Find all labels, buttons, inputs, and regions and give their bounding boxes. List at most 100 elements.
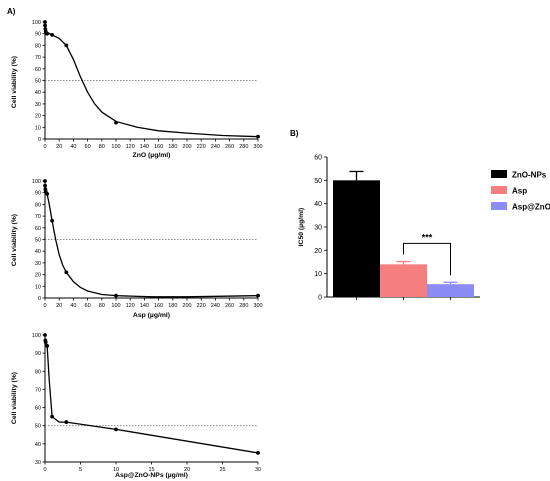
data-point	[256, 293, 260, 298]
x-tick-label: 280	[239, 144, 248, 150]
data-point	[114, 427, 118, 432]
y-tick-label: 40	[35, 442, 41, 448]
x-tick-label: 0	[43, 144, 46, 150]
y-tick-label: 60	[35, 226, 41, 232]
y-tick-label: 30	[35, 102, 41, 108]
x-tick-label: 160	[154, 303, 163, 309]
y-tick-label: 90	[35, 191, 41, 197]
x-axis-label: ZnO (µg/ml)	[133, 152, 171, 159]
y-tick-label: 90	[35, 351, 41, 357]
x-tick-label: 220	[197, 303, 206, 309]
y-axis-label: Cell viability (%)	[11, 56, 18, 108]
x-tick-label: 140	[140, 144, 149, 150]
y-axis-label: Cell viability (%)	[11, 372, 18, 424]
data-point	[114, 293, 118, 298]
x-tick-label: 220	[197, 144, 206, 150]
data-point	[43, 183, 47, 188]
data-point	[64, 420, 69, 424]
x-tick-label: 280	[239, 303, 248, 309]
x-tick-label: 15	[148, 467, 154, 473]
data-point	[43, 20, 47, 24]
x-tick-label: 80	[99, 144, 105, 150]
asp-viability-chart: 0 10 20 30 40 50 60 70 80 90 100 0 20 40 60 80 100 120 140…	[11, 179, 263, 319]
x-tick-label: 100	[111, 303, 120, 309]
x-axis-label: Asp (µg/ml)	[133, 312, 170, 319]
bar-1	[380, 264, 427, 297]
data-point	[45, 191, 50, 196]
data-point	[45, 31, 50, 36]
zno-viability-chart: 0 10 20 30 40 50 60 70 80 90 100 0 20 40 60 80 100 120 140…	[11, 20, 263, 159]
x-tick-label: 20	[56, 303, 62, 309]
x-tick-label: 10	[113, 467, 119, 473]
bar-2	[427, 284, 474, 297]
y-tick-label: 20	[35, 114, 41, 120]
significance-label: ***	[422, 232, 433, 242]
data-point	[256, 134, 260, 139]
y-axis-label: Cell viability (%)	[11, 214, 18, 266]
y-tick-label: 50	[35, 424, 41, 430]
y-tick-label: 0	[38, 296, 41, 302]
fit-curve	[44, 186, 259, 298]
legend-swatch-2	[491, 202, 507, 210]
x-tick-label: 30	[255, 467, 261, 473]
y-tick-label: 80	[35, 43, 41, 49]
significance-bracket	[403, 242, 451, 276]
x-tick-label: 300	[253, 303, 262, 309]
fit-curve	[44, 340, 259, 454]
asp-zno-np-viability-chart: 30 40 50 60 70 80 90 100 0 5 10 15 20 25 30 Asp@ZnO-NPs…	[11, 333, 261, 479]
x-tick-label: 100	[111, 144, 120, 150]
y-tick-label: 10	[35, 125, 41, 131]
x-tick-label: 40	[70, 144, 76, 150]
x-tick-label: 240	[211, 303, 220, 309]
y-tick-label: 50	[35, 79, 41, 85]
data-point	[50, 218, 54, 223]
x-tick-label: 5	[79, 467, 82, 473]
x-tick-label: 300	[253, 144, 262, 150]
y-tick-label: 40	[35, 90, 41, 96]
y-tick-label: 60	[35, 67, 41, 73]
data-point	[64, 270, 69, 275]
panel-b-label: B)	[290, 129, 299, 138]
data-point	[64, 43, 69, 48]
data-point	[43, 333, 47, 337]
fit-curve	[44, 30, 259, 138]
y-tick-label: 40	[314, 201, 322, 208]
y-tick-label: 80	[35, 369, 41, 375]
legend-label-1: Asp	[512, 187, 527, 196]
data-point	[114, 120, 118, 125]
x-tick-label: 260	[225, 303, 234, 309]
x-tick-label: 25	[219, 467, 225, 473]
y-tick-label: 100	[32, 179, 41, 185]
x-tick-label: 120	[126, 303, 135, 309]
x-tick-label: 140	[140, 303, 149, 309]
data-point	[50, 414, 54, 419]
y-tick-label: 60	[314, 155, 322, 162]
y-tick-label: 90	[35, 32, 41, 38]
y-tick-label: 70	[35, 387, 41, 393]
y-tick-label: 10	[35, 284, 41, 290]
panel-a-label: A)	[7, 7, 16, 16]
ic50-bar-chart: 0 10 20 30 40 50 60 IC50 (µg/ml) *** ZnO-NPs Asp As…	[298, 155, 550, 302]
x-tick-label: 80	[99, 303, 105, 309]
legend-swatch-0	[491, 170, 507, 178]
x-tick-label: 60	[85, 144, 91, 150]
legend-swatch-1	[491, 186, 507, 194]
y-tick-label: 70	[35, 55, 41, 61]
y-tick-label: 20	[35, 273, 41, 279]
y-tick-label: 10	[314, 271, 322, 278]
x-tick-label: 160	[154, 144, 163, 150]
y-tick-label: 0	[318, 295, 322, 302]
data-point	[45, 343, 50, 348]
x-tick-label: 40	[70, 303, 76, 309]
x-tick-label: 0	[43, 467, 46, 473]
y-tick-label: 30	[35, 460, 41, 466]
x-tick-label: 20	[56, 144, 62, 150]
y-tick-label: 100	[32, 333, 41, 339]
data-point	[50, 32, 54, 37]
legend-label-0: ZnO-NPs	[512, 171, 547, 180]
y-tick-label: 50	[35, 238, 41, 244]
x-axis-label: Asp@ZnO-NPs (µg/ml)	[115, 472, 188, 479]
x-tick-label: 200	[182, 144, 191, 150]
y-tick-label: 60	[35, 406, 41, 412]
